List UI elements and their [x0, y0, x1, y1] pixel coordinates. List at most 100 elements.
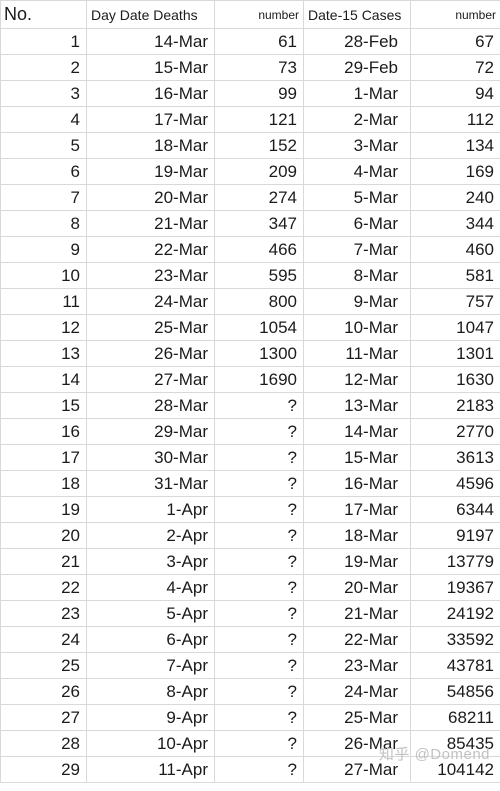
cell-cases-number[interactable]: 4596 — [410, 470, 500, 497]
cell-no[interactable]: 10 — [0, 262, 87, 289]
cell-cases-number[interactable]: 3613 — [410, 444, 500, 471]
cell-deaths-number[interactable]: ? — [214, 444, 304, 471]
cell-case-date[interactable]: 22-Mar — [303, 626, 411, 653]
cell-death-date[interactable]: 6-Apr — [86, 626, 215, 653]
cell-case-date[interactable]: 29-Feb — [303, 54, 411, 81]
cell-no[interactable]: 20 — [0, 522, 87, 549]
cell-deaths-number[interactable]: ? — [214, 470, 304, 497]
cell-case-date[interactable]: 17-Mar — [303, 496, 411, 523]
cell-case-date[interactable]: 8-Mar — [303, 262, 411, 289]
cell-cases-number[interactable]: 581 — [410, 262, 500, 289]
cell-case-date[interactable]: 28-Feb — [303, 28, 411, 55]
cell-deaths-number[interactable]: 209 — [214, 158, 304, 185]
cell-case-date[interactable]: 24-Mar — [303, 678, 411, 705]
cell-death-date[interactable]: 27-Mar — [86, 366, 215, 393]
cell-cases-number[interactable]: 54856 — [410, 678, 500, 705]
cell-deaths-number[interactable]: ? — [214, 626, 304, 653]
cell-no[interactable]: 16 — [0, 418, 87, 445]
cell-no[interactable]: 2 — [0, 54, 87, 81]
cell-case-date[interactable]: 18-Mar — [303, 522, 411, 549]
cell-deaths-number[interactable]: ? — [214, 418, 304, 445]
cell-case-date[interactable]: 5-Mar — [303, 184, 411, 211]
cell-no[interactable]: 29 — [0, 756, 87, 783]
cell-no[interactable]: 28 — [0, 730, 87, 757]
cell-no[interactable]: 22 — [0, 574, 87, 601]
cell-no[interactable]: 14 — [0, 366, 87, 393]
cell-deaths-number[interactable]: ? — [214, 678, 304, 705]
cell-case-date[interactable]: 20-Mar — [303, 574, 411, 601]
cell-case-date[interactable]: 15-Mar — [303, 444, 411, 471]
cell-deaths-number[interactable]: 1300 — [214, 340, 304, 367]
cell-deaths-number[interactable]: ? — [214, 496, 304, 523]
cell-cases-number[interactable]: 72 — [410, 54, 500, 81]
cell-no[interactable]: 12 — [0, 314, 87, 341]
cell-no[interactable]: 27 — [0, 704, 87, 731]
cell-no[interactable]: 23 — [0, 600, 87, 627]
cell-no[interactable]: 9 — [0, 236, 87, 263]
cell-cases-number[interactable]: 104142 — [410, 756, 500, 783]
cell-death-date[interactable]: 2-Apr — [86, 522, 215, 549]
cell-case-date[interactable]: 13-Mar — [303, 392, 411, 419]
cell-death-date[interactable]: 3-Apr — [86, 548, 215, 575]
cell-death-date[interactable]: 30-Mar — [86, 444, 215, 471]
cell-cases-number[interactable]: 67 — [410, 28, 500, 55]
cell-deaths-number[interactable]: ? — [214, 730, 304, 757]
cell-no[interactable]: 13 — [0, 340, 87, 367]
cell-no[interactable]: 7 — [0, 184, 87, 211]
cell-cases-number[interactable]: 460 — [410, 236, 500, 263]
cell-case-date[interactable]: 7-Mar — [303, 236, 411, 263]
cell-case-date[interactable]: 19-Mar — [303, 548, 411, 575]
cell-deaths-number[interactable]: ? — [214, 574, 304, 601]
cell-cases-number[interactable]: 68211 — [410, 704, 500, 731]
cell-deaths-number[interactable]: 152 — [214, 132, 304, 159]
cell-case-date[interactable]: 25-Mar — [303, 704, 411, 731]
cell-cases-number[interactable]: 1630 — [410, 366, 500, 393]
cell-case-date[interactable]: 23-Mar — [303, 652, 411, 679]
cell-no[interactable]: 4 — [0, 106, 87, 133]
cell-no[interactable]: 1 — [0, 28, 87, 55]
cell-deaths-number[interactable]: 1690 — [214, 366, 304, 393]
cell-death-date[interactable]: 22-Mar — [86, 236, 215, 263]
cell-death-date[interactable]: 28-Mar — [86, 392, 215, 419]
cell-deaths-number[interactable]: 466 — [214, 236, 304, 263]
cell-case-date[interactable]: 4-Mar — [303, 158, 411, 185]
cell-deaths-number[interactable]: ? — [214, 392, 304, 419]
header-deaths-number[interactable]: number — [214, 0, 304, 29]
cell-cases-number[interactable]: 24192 — [410, 600, 500, 627]
cell-cases-number[interactable]: 43781 — [410, 652, 500, 679]
cell-death-date[interactable]: 24-Mar — [86, 288, 215, 315]
cell-death-date[interactable]: 5-Apr — [86, 600, 215, 627]
cell-death-date[interactable]: 21-Mar — [86, 210, 215, 237]
cell-cases-number[interactable]: 1301 — [410, 340, 500, 367]
cell-deaths-number[interactable]: ? — [214, 548, 304, 575]
cell-cases-number[interactable]: 757 — [410, 288, 500, 315]
cell-cases-number[interactable]: 33592 — [410, 626, 500, 653]
cell-deaths-number[interactable]: ? — [214, 756, 304, 783]
cell-death-date[interactable]: 10-Apr — [86, 730, 215, 757]
cell-no[interactable]: 8 — [0, 210, 87, 237]
cell-death-date[interactable]: 18-Mar — [86, 132, 215, 159]
cell-death-date[interactable]: 26-Mar — [86, 340, 215, 367]
cell-deaths-number[interactable]: 99 — [214, 80, 304, 107]
cell-case-date[interactable]: 11-Mar — [303, 340, 411, 367]
cell-cases-number[interactable]: 2770 — [410, 418, 500, 445]
cell-no[interactable]: 15 — [0, 392, 87, 419]
cell-cases-number[interactable]: 1047 — [410, 314, 500, 341]
cell-death-date[interactable]: 16-Mar — [86, 80, 215, 107]
cell-death-date[interactable]: 25-Mar — [86, 314, 215, 341]
cell-death-date[interactable]: 1-Apr — [86, 496, 215, 523]
cell-cases-number[interactable]: 13779 — [410, 548, 500, 575]
cell-deaths-number[interactable]: ? — [214, 704, 304, 731]
cell-death-date[interactable]: 4-Apr — [86, 574, 215, 601]
cell-cases-number[interactable]: 112 — [410, 106, 500, 133]
cell-death-date[interactable]: 20-Mar — [86, 184, 215, 211]
cell-deaths-number[interactable]: ? — [214, 652, 304, 679]
cell-deaths-number[interactable]: 121 — [214, 106, 304, 133]
cell-cases-number[interactable]: 85435 — [410, 730, 500, 757]
cell-death-date[interactable]: 23-Mar — [86, 262, 215, 289]
cell-deaths-number[interactable]: 347 — [214, 210, 304, 237]
cell-death-date[interactable]: 29-Mar — [86, 418, 215, 445]
cell-case-date[interactable]: 26-Mar — [303, 730, 411, 757]
cell-cases-number[interactable]: 19367 — [410, 574, 500, 601]
cell-case-date[interactable]: 14-Mar — [303, 418, 411, 445]
